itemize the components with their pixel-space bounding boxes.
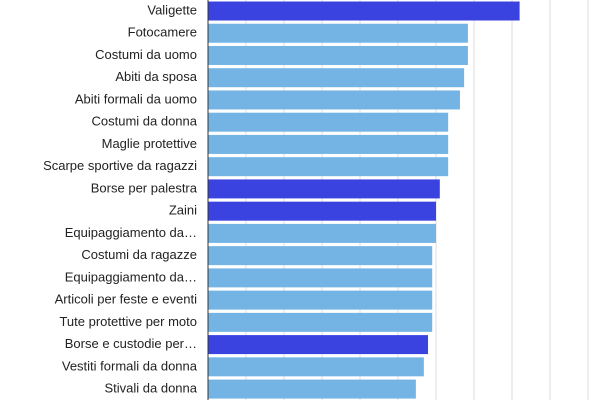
bar — [208, 312, 433, 332]
y-tick-label: Borse per palestra — [91, 180, 198, 195]
y-tick-label: Zaini — [169, 203, 197, 218]
y-tick-label: Borse e custodie per… — [65, 336, 197, 351]
y-tick-label: Vestiti formali da donna — [62, 358, 198, 373]
bar — [208, 379, 416, 399]
y-tick-label: Scarpe sportive da ragazzi — [43, 158, 197, 173]
y-tick-label: Abiti formali da uomo — [75, 91, 197, 106]
y-tick-label: Articoli per feste e eventi — [55, 292, 197, 307]
bar — [208, 112, 449, 132]
y-tick-label: Abiti da sposa — [115, 69, 197, 84]
y-tick-label: Stivali da donna — [104, 381, 197, 396]
bar — [208, 357, 424, 377]
y-tick-label: Equipaggiamento da… — [65, 225, 197, 240]
bar — [208, 246, 433, 266]
y-tick-label: Fotocamere — [128, 25, 197, 40]
y-tick-label: Costumi da uomo — [95, 47, 197, 62]
y-tick-label: Maglie protettive — [102, 136, 197, 151]
bar — [208, 157, 449, 177]
bar — [208, 290, 433, 310]
bar — [208, 179, 440, 199]
bar — [208, 23, 468, 43]
y-tick-label: Tute protettive per moto — [59, 314, 197, 329]
bar — [208, 45, 468, 65]
y-tick-label: Equipaggiamento da… — [65, 269, 197, 284]
bar — [208, 268, 433, 288]
bar — [208, 1, 520, 21]
y-tick-label: Costumi da donna — [91, 114, 197, 129]
bar — [208, 335, 429, 355]
bar — [208, 90, 460, 110]
bar — [208, 134, 449, 154]
y-tick-label: Valigette — [147, 2, 197, 17]
y-tick-label: Costumi da ragazze — [81, 247, 197, 262]
bar — [208, 223, 436, 243]
bar — [208, 201, 436, 221]
bar — [208, 68, 465, 88]
